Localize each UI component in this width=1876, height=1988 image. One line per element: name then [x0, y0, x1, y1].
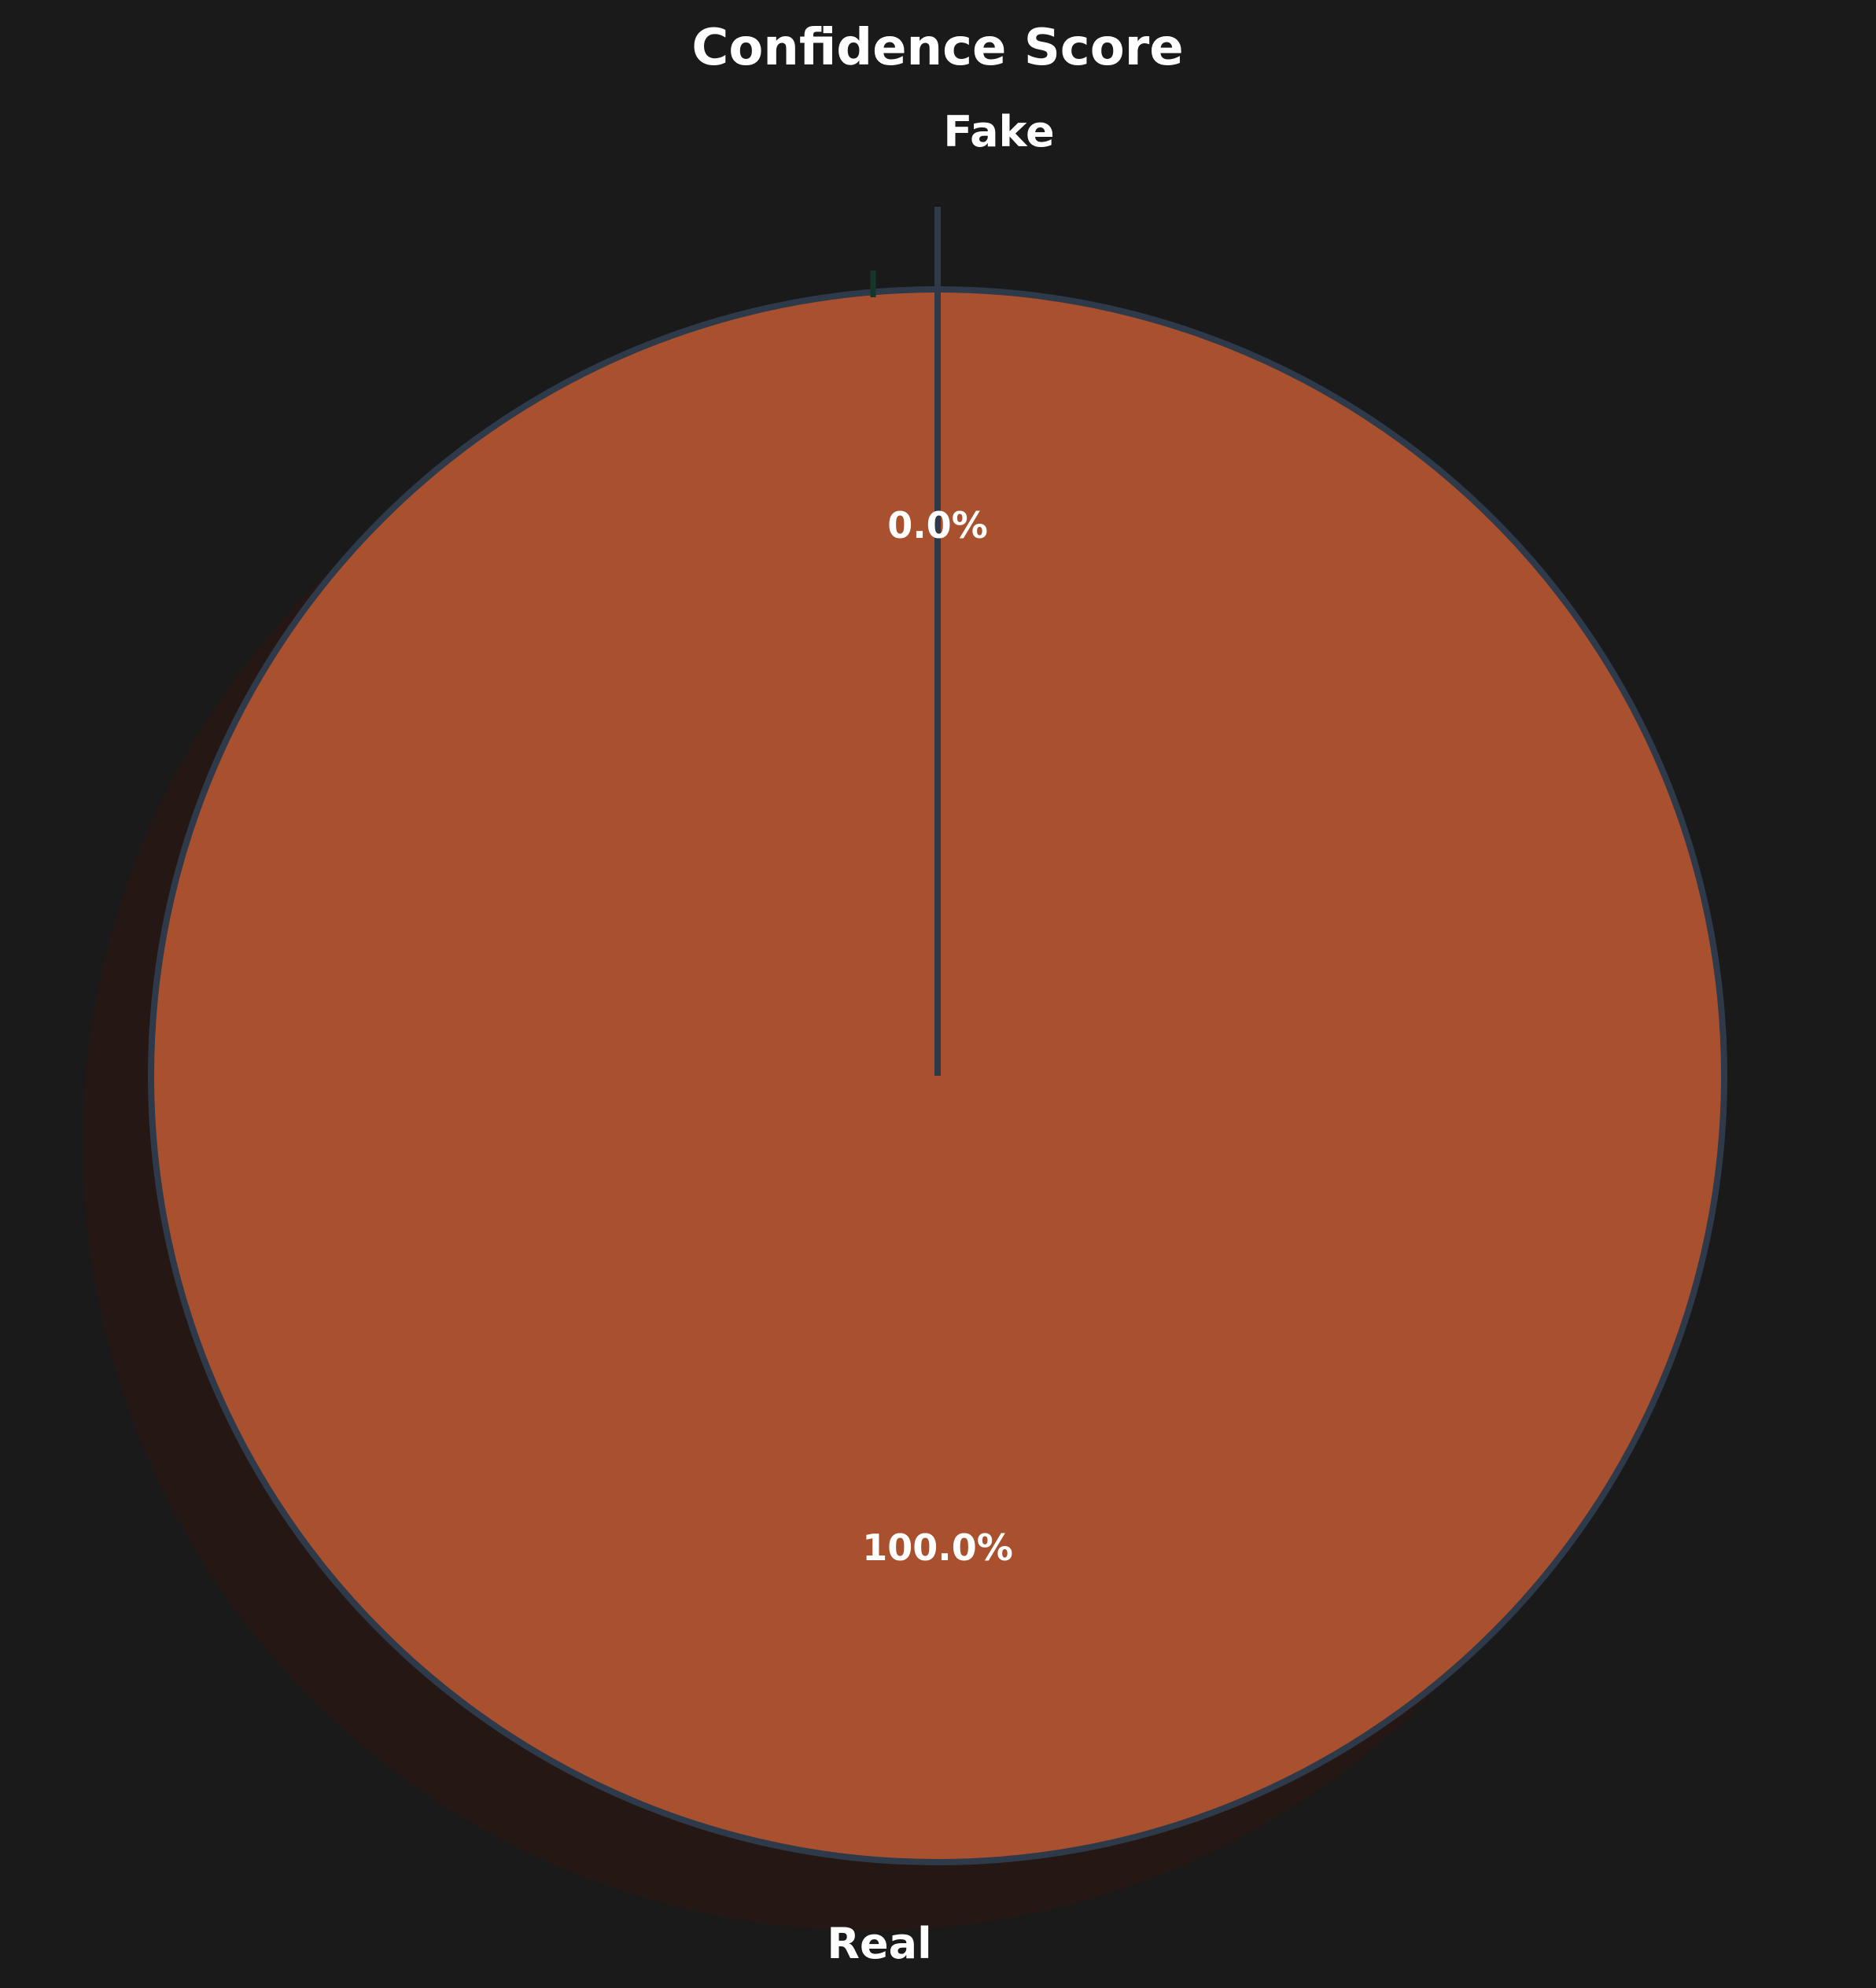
chart-title: Confidence Score	[691, 19, 1183, 77]
pct-label-fake: 0.0%	[887, 504, 988, 547]
pie-marks	[83, 207, 1727, 1931]
pct-label-real: 100.0%	[862, 1526, 1013, 1569]
slice-label-real: Real	[827, 1919, 931, 1968]
slice-label-fake: Fake	[943, 107, 1054, 156]
